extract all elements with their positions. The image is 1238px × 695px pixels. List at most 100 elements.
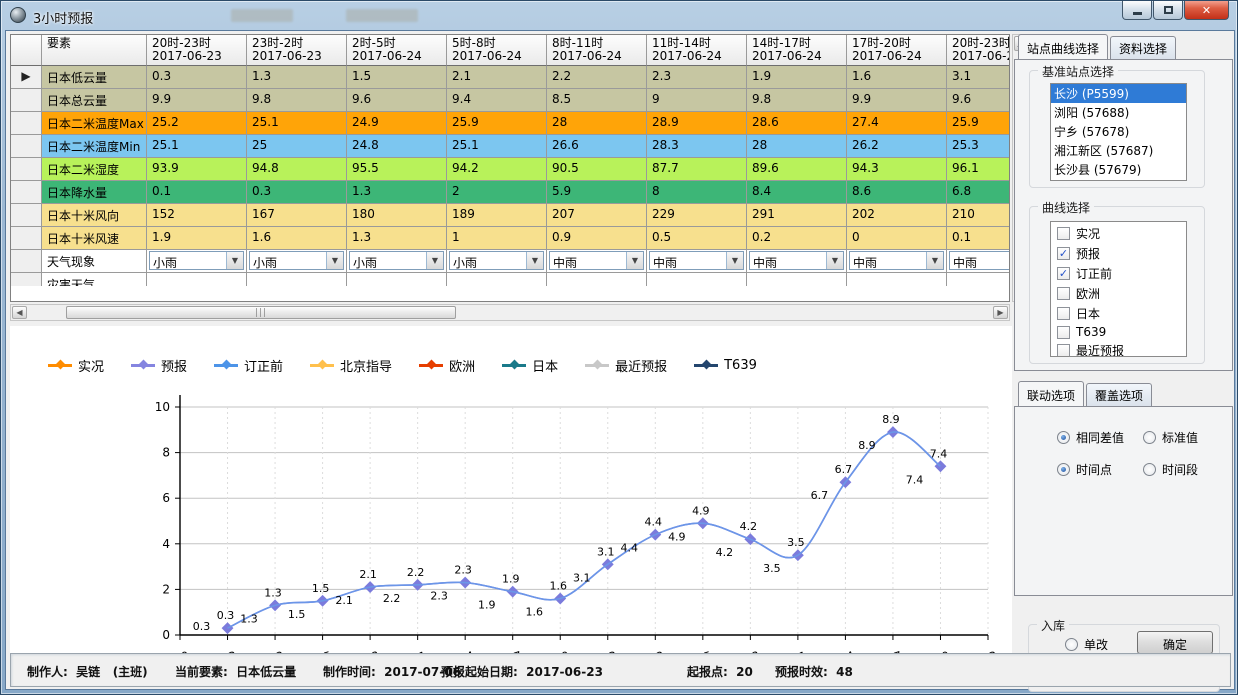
curve-checkbox[interactable]: T639: [1057, 325, 1186, 339]
station-listbox[interactable]: 长沙 (P5599) 浏阳 (57688) 宁乡 (57678) 湘江新区 (5768…: [1050, 83, 1187, 181]
row-selector[interactable]: ▶: [11, 66, 42, 89]
chevron-down-icon[interactable]: ▼: [426, 252, 443, 269]
radio-standard-value[interactable]: 标准值: [1143, 429, 1198, 446]
table-cell[interactable]: 25: [247, 135, 347, 158]
table-cell[interactable]: 0.9: [547, 227, 647, 250]
table-cell[interactable]: 小雨 ▼: [347, 250, 447, 273]
table-cell[interactable]: 9.6: [947, 89, 1009, 112]
station-list-item[interactable]: 浏阳 (57688): [1054, 106, 1130, 120]
table-cell[interactable]: 5.9: [547, 181, 647, 204]
table-cell[interactable]: 中雨▼: [947, 250, 1009, 273]
table-cell[interactable]: [247, 273, 347, 286]
table-cell[interactable]: 中雨▼: [747, 250, 847, 273]
table-cell[interactable]: 9: [647, 89, 747, 112]
table-cell[interactable]: 6.8: [947, 181, 1009, 204]
tab-link-options[interactable]: 联动选项: [1018, 381, 1085, 406]
table-cell[interactable]: 167: [247, 204, 347, 227]
table-cell[interactable]: 中雨▼: [847, 250, 947, 273]
weather-combobox[interactable]: 中雨▼: [949, 251, 1009, 270]
station-list-item[interactable]: 长沙县 (57679): [1054, 163, 1142, 177]
table-cell[interactable]: 0.3: [247, 181, 347, 204]
table-cell[interactable]: 1.6: [847, 66, 947, 89]
table-cell[interactable]: 291: [747, 204, 847, 227]
table-cell[interactable]: 26.2: [847, 135, 947, 158]
table-cell[interactable]: 1.5: [347, 66, 447, 89]
table-cell[interactable]: 207: [547, 204, 647, 227]
table-cell[interactable]: [347, 273, 447, 286]
table-cell[interactable]: [747, 273, 847, 286]
chevron-down-icon[interactable]: ▼: [226, 252, 243, 269]
station-list-item[interactable]: 宁乡 (57678): [1054, 125, 1130, 139]
chevron-down-icon[interactable]: ▼: [326, 252, 343, 269]
weather-combobox[interactable]: 小雨 ▼: [349, 251, 444, 270]
table-cell[interactable]: 8.4: [747, 181, 847, 204]
curve-checkbox[interactable]: 日本: [1057, 305, 1186, 322]
table-cell[interactable]: 94.3: [847, 158, 947, 181]
row-selector[interactable]: [11, 158, 42, 181]
table-cell[interactable]: 90.5: [547, 158, 647, 181]
table-cell[interactable]: 0.2: [747, 227, 847, 250]
table-cell[interactable]: 25.3: [947, 135, 1009, 158]
table-cell[interactable]: 202: [847, 204, 947, 227]
table-cell[interactable]: 小雨 ▼: [247, 250, 347, 273]
chevron-down-icon[interactable]: ▼: [726, 252, 743, 269]
table-cell[interactable]: 27.4: [847, 112, 947, 135]
table-cell[interactable]: 229: [647, 204, 747, 227]
confirm-button[interactable]: 确定: [1137, 631, 1213, 654]
table-cell[interactable]: 25.2: [147, 112, 247, 135]
table-cell[interactable]: 9.8: [747, 89, 847, 112]
table-cell[interactable]: 9.6: [347, 89, 447, 112]
table-cell[interactable]: 28.6: [747, 112, 847, 135]
tab-station-curve-select[interactable]: 站点曲线选择: [1018, 34, 1109, 59]
chevron-down-icon[interactable]: ▼: [926, 252, 943, 269]
row-selector[interactable]: [11, 250, 42, 273]
table-cell[interactable]: 8: [647, 181, 747, 204]
table-cell[interactable]: 1.3: [347, 181, 447, 204]
table-cell[interactable]: 0.1: [947, 227, 1009, 250]
table-cell[interactable]: 1.3: [347, 227, 447, 250]
weather-combobox[interactable]: 中雨▼: [749, 251, 844, 270]
table-cell[interactable]: 2.1: [447, 66, 547, 89]
table-cell[interactable]: 中雨▼: [547, 250, 647, 273]
table-cell[interactable]: 94.2: [447, 158, 547, 181]
table-cell[interactable]: 25.9: [947, 112, 1009, 135]
weather-combobox[interactable]: 中雨▼: [849, 251, 944, 270]
table-cell[interactable]: 26.6: [547, 135, 647, 158]
table-cell[interactable]: 3.1: [947, 66, 1009, 89]
row-selector[interactable]: [11, 112, 42, 135]
table-cell[interactable]: 0.3: [147, 66, 247, 89]
table-cell[interactable]: 0: [847, 227, 947, 250]
h-scroll-thumb[interactable]: |||: [66, 306, 456, 319]
table-cell[interactable]: 28.9: [647, 112, 747, 135]
curve-checkbox[interactable]: ✓ 预报: [1057, 245, 1186, 262]
table-cell[interactable]: 24.9: [347, 112, 447, 135]
table-cell[interactable]: 189: [447, 204, 547, 227]
weather-combobox[interactable]: 小雨 ▼: [449, 251, 544, 270]
table-cell[interactable]: 9.8: [247, 89, 347, 112]
table-cell[interactable]: 25.1: [147, 135, 247, 158]
table-cell[interactable]: 0.1: [147, 181, 247, 204]
table-cell[interactable]: 89.6: [747, 158, 847, 181]
tab-data-select[interactable]: 资料选择: [1110, 36, 1177, 61]
station-list-item[interactable]: 长沙 (P5599): [1051, 84, 1186, 103]
weather-combobox[interactable]: 中雨▼: [649, 251, 744, 270]
row-selector[interactable]: [11, 135, 42, 158]
table-cell[interactable]: 25.1: [247, 112, 347, 135]
table-cell[interactable]: 1: [447, 227, 547, 250]
table-cell[interactable]: 2.2: [547, 66, 647, 89]
scroll-left-icon[interactable]: ◀: [12, 306, 27, 319]
table-cell[interactable]: 93.9: [147, 158, 247, 181]
table-cell[interactable]: 1.6: [247, 227, 347, 250]
table-cell[interactable]: 小雨 ▼: [447, 250, 547, 273]
radio-same-diff[interactable]: 相同差值: [1057, 429, 1124, 446]
row-selector[interactable]: [11, 227, 42, 250]
table-cell[interactable]: 25.9: [447, 112, 547, 135]
table-cell[interactable]: 95.5: [347, 158, 447, 181]
table-cell[interactable]: 8.5: [547, 89, 647, 112]
table-cell[interactable]: 96.1: [947, 158, 1009, 181]
table-cell[interactable]: [147, 273, 247, 286]
row-selector[interactable]: [11, 181, 42, 204]
station-list-item[interactable]: 望城区 (P5600): [1051, 179, 1186, 180]
tab-cover-options[interactable]: 覆盖选项: [1086, 383, 1153, 408]
table-cell[interactable]: 9.9: [147, 89, 247, 112]
